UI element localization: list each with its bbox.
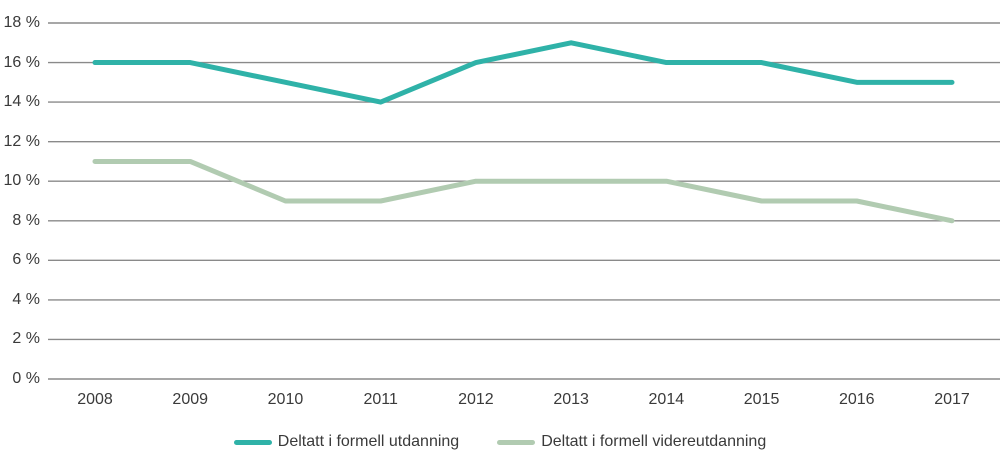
y-tick-label: 14 % bbox=[3, 93, 40, 111]
series-line-1 bbox=[92, 158, 955, 224]
legend-label-formell-utdanning: Deltatt i formell utdanning bbox=[277, 433, 460, 450]
legend-swatch-formell-utdanning bbox=[233, 439, 272, 445]
series-line-0 bbox=[92, 40, 955, 105]
y-tick-label: 4 % bbox=[12, 290, 40, 308]
y-tick-label: 16 % bbox=[3, 53, 40, 71]
x-tick-label: 2015 bbox=[743, 391, 780, 408]
x-tick-label: 2011 bbox=[363, 391, 398, 408]
y-tick-label: 18 % bbox=[3, 14, 40, 31]
legend-swatch-formell-videreutdanning bbox=[497, 439, 536, 445]
y-tick-label: 10 % bbox=[3, 172, 40, 190]
x-tick-label: 2012 bbox=[458, 391, 494, 408]
x-tick-label: 2008 bbox=[77, 391, 113, 408]
legend-item-formell-videreutdanning: Deltatt i formell videreutdanning bbox=[497, 434, 766, 450]
x-tick-label: 2010 bbox=[267, 391, 304, 408]
y-tick-label: 12 % bbox=[3, 132, 40, 150]
y-tick-label: 2 % bbox=[12, 330, 40, 348]
x-tick-label: 2009 bbox=[172, 391, 209, 408]
legend-item-formell-utdanning: Deltatt i formell utdanning bbox=[233, 433, 460, 450]
x-tick-label: 2014 bbox=[648, 391, 685, 408]
y-tick-label: 6 % bbox=[12, 251, 40, 269]
x-tick-label: 2017 bbox=[934, 391, 970, 408]
y-tick-label: 8 % bbox=[12, 211, 40, 229]
y-tick-label: 0 % bbox=[12, 370, 40, 387]
x-tick-label: 2013 bbox=[553, 391, 589, 408]
x-tick-label: 2016 bbox=[838, 391, 875, 408]
legend-label-formell-videreutdanning: Deltatt i formell videreutdanning bbox=[541, 433, 767, 450]
chart-legend: Deltatt i formell utdanning Deltatt i fo… bbox=[0, 434, 1000, 450]
